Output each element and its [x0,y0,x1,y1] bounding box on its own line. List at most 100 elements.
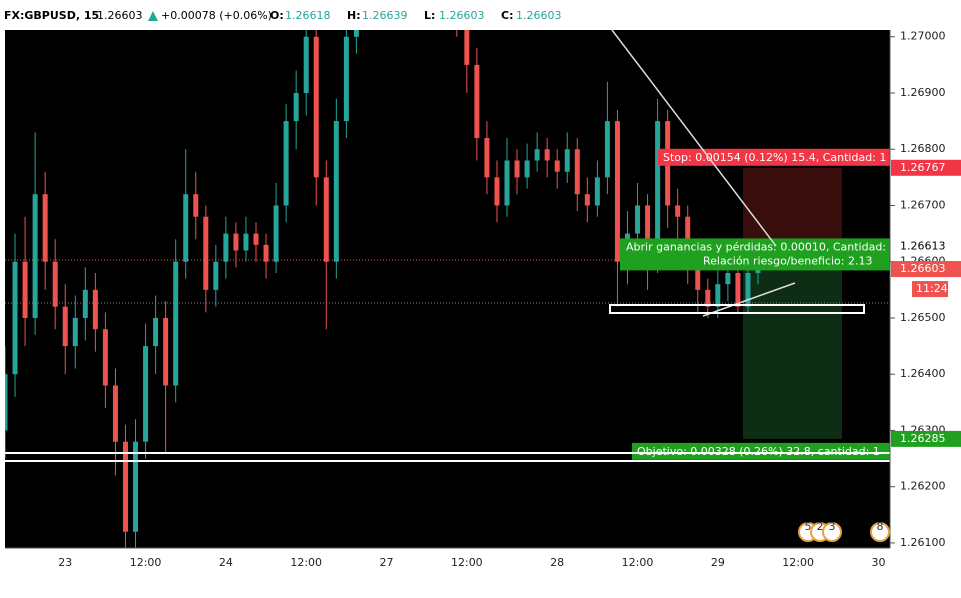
event-icon [822,522,842,542]
candle-body [504,160,510,206]
candle-body [635,205,641,234]
x-tick-label: 24 [219,556,233,569]
candle-body [574,149,580,195]
candle-body [42,194,48,262]
candle-body [153,317,159,347]
candle-body [544,149,550,161]
candle-body [364,0,369,9]
y-tick-label: 1.26700 [900,198,946,211]
candle-body [253,233,259,245]
target-zone [743,254,842,439]
stop-price-bg [891,159,961,176]
plot: Stop: 0.00154 (0.12%) 15.4, Cantidad: 1 A… [5,0,897,548]
candle-body [143,346,149,442]
candle-body [484,137,490,178]
event-icon [870,522,890,542]
ohlc-value: 1.26603 [516,9,562,22]
trend-line [702,282,796,317]
candle-body [655,121,661,262]
x-tick-label: 27 [380,556,394,569]
candle-body [203,216,209,290]
candle-body [333,121,339,262]
candle-body [82,289,88,318]
candle-body [323,177,329,262]
candle-body [12,261,18,375]
countdown-bg [912,281,948,298]
ohlc-label: L: [424,9,435,22]
stop-label-bg [658,148,890,166]
candle-body [464,30,470,65]
symbol: FX:GBPUSD, 15 [4,9,99,22]
event-count: 3 [829,520,836,533]
candle-body [72,317,78,347]
candle-body [554,160,560,172]
stop-label: Stop: 0.00154 (0.12%) 15.4, Cantidad: 1 [663,151,886,164]
candle-body [614,121,620,262]
target-label: Objetivo: 0.00328 (0.26%) 32.8, cantidad… [637,445,880,458]
entry-price-bg [891,238,961,255]
event-count: 5 [805,520,812,533]
candle-body [534,149,540,161]
last-price-tag: 1.26603 [900,262,946,275]
last-price: 1.26603 [97,9,143,22]
candle-body [293,92,299,122]
x-tick-label: 12:00 [451,556,483,569]
y-tick-label: 1.26100 [900,536,946,549]
candle-body [273,205,279,262]
candle-body [193,194,199,217]
target-price: 1.26285 [900,432,946,445]
drawings [5,30,890,462]
candle-body [594,177,600,206]
target-price-bg [891,430,961,447]
y-tick-label: 1.26400 [900,367,946,380]
ohlc-label: H: [347,9,361,22]
candle-body [725,272,731,285]
change: +0.00078 (+0.06%) [161,9,272,22]
candle-body [133,441,139,532]
candle-body [122,441,128,532]
up-arrow [148,11,158,21]
x-tick-label: 23 [58,556,72,569]
last-price-tag-bg [891,261,961,278]
candle-body [102,329,108,386]
header: FX:GBPUSD, 15 1.26603 +0.00078 (+0.06%) [4,9,272,22]
entry-price: 1.26613 [900,239,946,252]
target-label-bg [632,442,890,460]
x-tick-label: 28 [550,556,564,569]
candle-body [695,261,701,290]
candle-body [313,36,319,178]
ohlc-value: 1.26603 [439,9,485,22]
stop-price: 1.26767 [900,161,946,174]
candle-body [32,194,38,318]
ohlc-label: O: [270,9,284,22]
x-tick-label: 12:00 [622,556,654,569]
candle-body [343,36,349,122]
candle-body [213,261,219,290]
zone-box [5,452,890,462]
candle-body [243,233,249,251]
ohlc-value: 1.26618 [285,9,331,22]
y-tick-label: 1.26900 [900,86,946,99]
candle-body [645,205,651,262]
zone-box [609,304,865,314]
candle-body [705,289,711,307]
candle-body [353,30,359,37]
y-tick-label: 1.26500 [900,311,946,324]
candle-body [604,121,610,178]
candle-body [263,244,269,262]
candle-body [745,272,751,307]
y-tick-label: 1.27000 [900,30,946,43]
x-tick-label: 12:00 [290,556,322,569]
pnl-label: Abrir ganancias y pérdidas: 0.00010, Can… [626,240,897,253]
x-tick-label: 30 [871,556,885,569]
ohlc-label: C: [501,9,513,22]
candle-body [92,289,98,330]
candle-body [22,261,28,318]
candle-body [223,233,229,262]
candle-body [163,317,169,386]
candle-body [183,194,189,262]
event-count: 2 [817,520,824,533]
candle-body [735,272,741,307]
pnl-label-bg [620,238,890,271]
